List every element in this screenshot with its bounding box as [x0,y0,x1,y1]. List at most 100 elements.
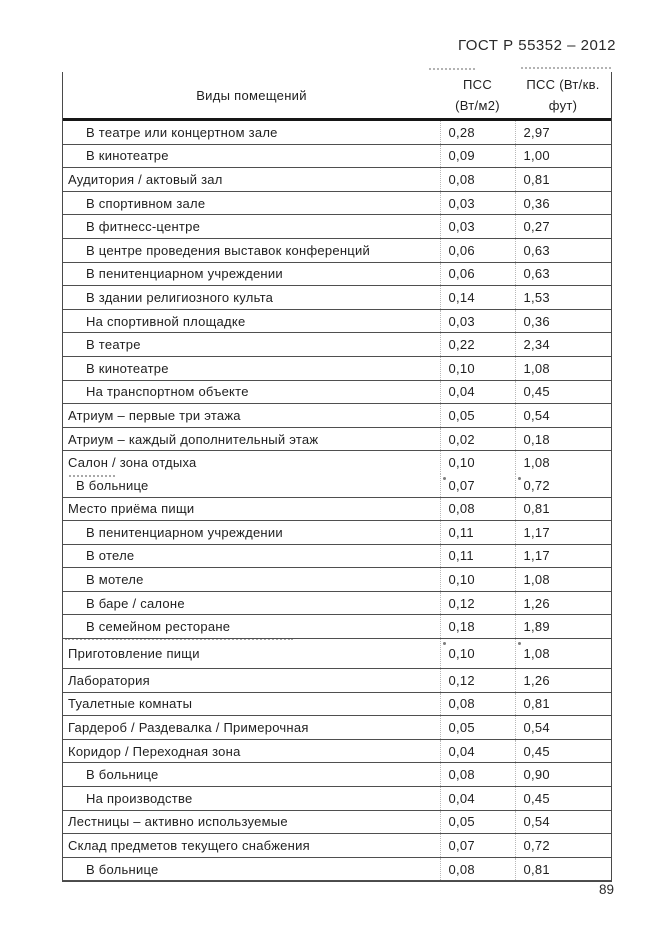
table-row: Склад предметов текущего снабжения 0,07 … [63,833,611,858]
table-body: В театре или концертном зале 0,28 2,97 В… [63,119,611,882]
psc-wm2-value: 0,07 [439,473,515,498]
psc-wft2-value: 0,63 [514,262,611,287]
room-type-label: Склад предметов текущего снабжения [68,838,310,854]
table-row: Туалетные комнаты 0,08 0,81 [63,692,611,717]
scan-artifact [521,67,611,69]
psc-wft2-value: 0,54 [514,715,611,740]
psc-wft2-value: 1,08 [514,567,611,592]
psc-wm2-value: 0,04 [439,739,515,764]
room-type-label: На транспортном объекте [86,384,249,400]
psc-wm2-value: 0,05 [439,810,515,835]
table: Виды помещений ПСС (Вт/м2) ПСС (Вт/кв. ф… [63,72,611,882]
room-type-cell: На производстве [63,786,440,811]
room-type-label: Приготовление пищи [68,646,200,662]
psc-wm2-line2: (Вт/м2) [455,98,500,113]
room-type-label: В семейном ресторане [86,619,231,635]
room-type-cell: В пенитенциарном учреждении [63,520,440,545]
table-row: В пенитенциарном учреждении 0,11 1,17 [63,520,611,545]
psc-wft2-value: 0,45 [514,786,611,811]
table-row: В мотеле 0,10 1,08 [63,567,611,592]
room-type-label: В отеле [86,548,135,564]
psc-wft2-value: 1,26 [514,591,611,616]
psc-wft2-value: 0,45 [514,739,611,764]
room-type-cell: В больнице [63,762,440,788]
table-row: В семейном ресторане 0,18 1,89 [63,614,611,640]
psc-wm2-value: 0,18 [439,614,515,640]
psc-wft2-value: 0,72 [514,833,611,858]
room-type-cell: В театре или концертном зале [63,119,440,145]
table-row: В кинотеатре 0,09 1,00 [63,144,611,169]
psc-wm2-value: 0,03 [439,309,515,334]
room-type-cell: В фитнесс-центре [63,214,440,239]
psc-wm2-value: 0,10 [439,356,515,381]
room-type-cell: В кинотеатре [63,144,440,169]
table-row: На производстве 0,04 0,45 [63,786,611,811]
psc-wft2-value: 0,81 [514,692,611,717]
room-type-cell: В больнице [63,857,440,882]
psc-wm2-value: 0,22 [439,332,515,357]
room-type-label: На спортивной площадке [86,313,246,329]
room-type-label: В театре [86,337,141,353]
psc-wft2-value: 1,08 [514,356,611,381]
psc-wm2-value: 0,28 [439,119,515,145]
room-type-label: Гардероб / Раздевалка / Примерочная [68,720,309,736]
psc-wft2-value: 0,81 [514,857,611,882]
column-header-room-types: Виды помещений [63,72,440,121]
table-row: В театре 0,22 2,34 [63,332,611,357]
room-type-label: Туалетные комнаты [68,696,193,712]
room-type-label: Салон / зона отдыха [68,455,197,471]
psc-wm2-value: 0,07 [439,833,515,858]
psc-wft2-value: 1,00 [514,144,611,169]
room-type-label: В кинотеатре [86,148,169,164]
psc-wm2-value: 0,08 [439,692,515,717]
table-row: В пенитенциарном учреждении 0,06 0,63 [63,262,611,287]
psc-wm2-value: 0,11 [439,544,515,569]
psc-wm2-value: 0,03 [439,214,515,239]
psc-wft2-value: 0,45 [514,380,611,405]
psc-wm2-value: 0,08 [439,762,515,788]
room-type-label: В баре / салоне [86,595,185,611]
table-row: В баре / салоне 0,12 1,26 [63,591,611,616]
room-type-cell: В кинотеатре [63,356,440,381]
room-type-label: В мотеле [86,572,144,588]
psc-wft2-value: 1,08 [514,638,611,670]
room-type-cell: Место приёма пищи [63,497,440,522]
psc-wft2-value: 1,17 [514,544,611,569]
room-type-label: Лестницы – активно используемые [68,814,288,830]
table-row: В театре или концертном зале 0,28 2,97 [63,119,611,145]
psc-wft2-line1: ПСС (Вт/кв. [526,77,600,92]
table-row: Атриум – каждый дополнительный этаж 0,02… [63,427,611,452]
table-row: В спортивном зале 0,03 0,36 [63,191,611,216]
scan-artifact [429,68,475,70]
table-row: В больнице 0,08 0,81 [63,857,611,882]
document-title: ГОСТ Р 55352 – 2012 [457,37,616,54]
room-type-label: В фитнесс-центре [86,219,201,235]
psc-wm2-value: 0,06 [439,238,515,263]
table-row: На транспортном объекте 0,04 0,45 [63,380,611,405]
psc-wm2-value: 0,08 [439,497,515,522]
room-type-cell: В здании религиозного культа [63,285,440,310]
psc-wm2-value: 0,08 [439,857,515,882]
psc-wft2-value: 1,26 [514,668,611,693]
room-type-cell: Атриум – первые три этажа [63,403,440,428]
room-type-label: Атриум – первые три этажа [68,407,241,423]
room-type-label: В кинотеатре [86,360,169,376]
room-type-label: В пенитенциарном учреждении [86,524,283,540]
psc-wm2-value: 0,11 [439,520,515,545]
room-type-cell: На спортивной площадке [63,309,440,334]
table-row: В центре проведения выставок конференций… [63,238,611,263]
room-type-cell: В спортивном зале [63,191,440,216]
psc-wm2-value: 0,05 [439,715,515,740]
psc-wm2-value: 0,12 [439,591,515,616]
psc-wm2-value: 0,08 [439,167,515,192]
table-row: Лаборатория 0,12 1,26 [63,668,611,693]
psc-wft2-value: 0,63 [514,238,611,263]
room-type-label: На производстве [86,790,193,806]
psc-wm2-value: 0,06 [439,262,515,287]
psc-wm2-value: 0,10 [439,638,515,670]
psc-wft2-value: 0,36 [514,309,611,334]
psc-wft2-value: 1,53 [514,285,611,310]
room-type-cell: Гардероб / Раздевалка / Примерочная [63,715,440,740]
table-row: В отеле 0,11 1,17 [63,544,611,569]
room-type-cell: Лаборатория [63,668,440,693]
